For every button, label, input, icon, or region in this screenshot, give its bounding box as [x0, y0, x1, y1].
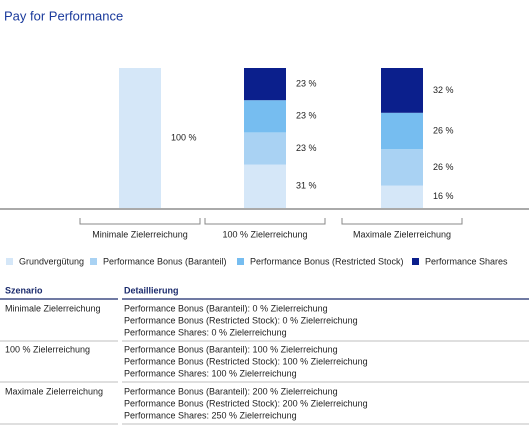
category-bracket — [79, 218, 201, 225]
value-label: 26 % — [433, 125, 454, 135]
bar-segment — [381, 112, 423, 150]
legend-label: Performance Bonus (Restricted Stock) — [250, 256, 404, 266]
detail: Performance Bonus (Restricted Stock): 10… — [124, 356, 368, 366]
detail: Performance Bonus (Restricted Stock): 20… — [124, 398, 368, 408]
legend-label: Grundvergütung — [19, 256, 84, 266]
value-label: 100 % — [171, 132, 197, 142]
detail: Performance Shares: 100 % Zielerreichung — [124, 368, 297, 378]
value-label: 23 % — [296, 78, 317, 88]
value-label: 26 % — [433, 162, 454, 172]
bar-segment — [381, 185, 423, 208]
detail: Performance Bonus (Baranteil): 200 % Zie… — [124, 386, 338, 396]
bar-segment — [244, 68, 286, 101]
detail: Performance Bonus (Restricted Stock): 0 … — [124, 315, 358, 325]
category-bracket — [204, 218, 326, 225]
value-label: 16 % — [433, 191, 454, 201]
bar-segment — [244, 100, 286, 133]
category-bracket — [341, 218, 463, 225]
legend-swatch — [412, 258, 419, 265]
legend-swatch — [90, 258, 97, 265]
chart-title: Pay for Performance — [4, 8, 123, 23]
scenario: 100 % Zielerreichung — [5, 344, 90, 354]
bar-segment — [244, 164, 286, 208]
legend-swatch — [237, 258, 244, 265]
legend-label: Performance Shares — [425, 256, 508, 266]
bar-segment — [381, 68, 423, 113]
detail: Performance Shares: 0 % Zielerreichung — [124, 327, 287, 337]
detail: Performance Shares: 250 % Zielerreichung — [124, 410, 297, 420]
scenario: Minimale Zielerreichung — [5, 303, 101, 313]
table-header: Szenario — [5, 285, 43, 295]
table-header: Detaillierung — [124, 285, 179, 295]
x-tick-label: Maximale Zielerreichung — [353, 229, 451, 239]
detail: Performance Bonus (Baranteil): 100 % Zie… — [124, 344, 338, 354]
scenario: Maximale Zielerreichung — [5, 386, 103, 396]
detail: Performance Bonus (Baranteil): 0 % Ziele… — [124, 303, 328, 313]
legend-label: Performance Bonus (Baranteil) — [103, 256, 227, 266]
bar-segment — [381, 149, 423, 186]
value-label: 23 % — [296, 111, 317, 121]
bar-segment — [244, 132, 286, 165]
bar-segment — [119, 68, 161, 208]
value-label: 32 % — [433, 85, 454, 95]
x-tick-label: Minimale Zielerreichung — [92, 229, 188, 239]
value-label: 23 % — [296, 143, 317, 153]
value-label: 31 % — [296, 181, 317, 191]
x-tick-label: 100 % Zielerreichung — [222, 229, 307, 239]
legend-swatch — [6, 258, 13, 265]
